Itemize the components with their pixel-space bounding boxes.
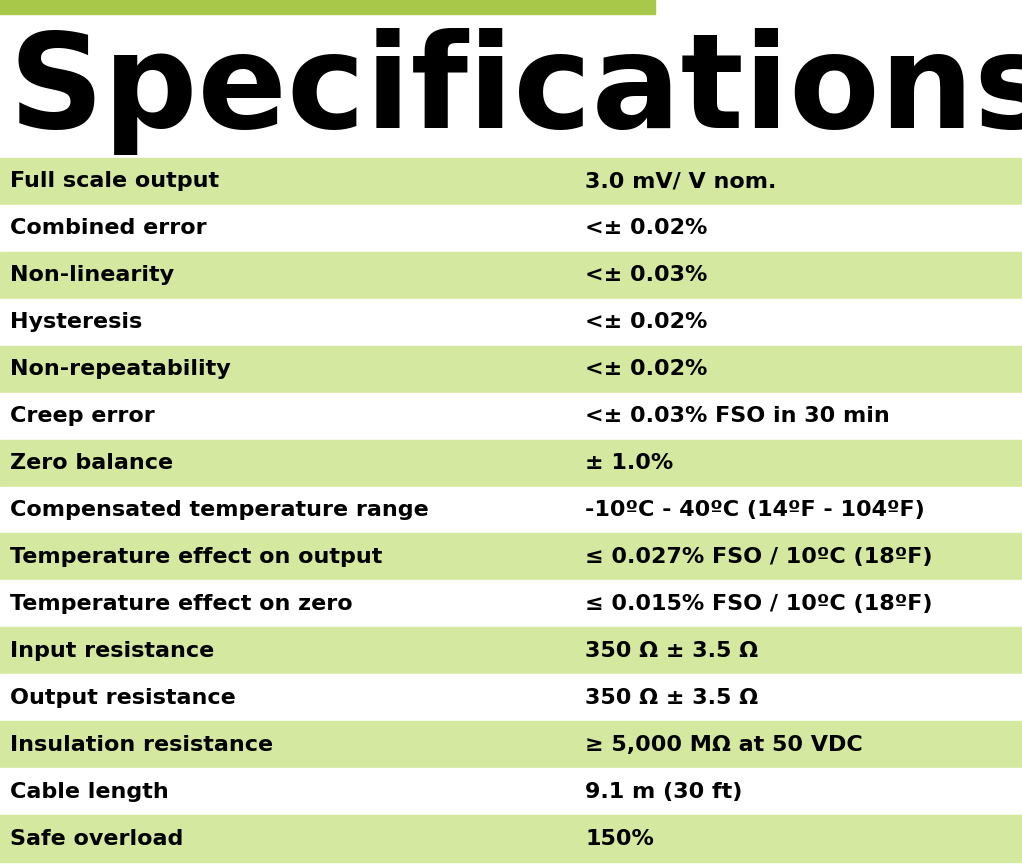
Text: Combined error: Combined error [10, 218, 206, 238]
Bar [0, 346, 1022, 392]
Bar [0, 158, 1022, 205]
Bar [0, 533, 1022, 580]
Text: ≤ 0.015% FSO / 10ºC (18ºF): ≤ 0.015% FSO / 10ºC (18ºF) [585, 594, 932, 614]
Text: Compensated temperature range: Compensated temperature range [10, 500, 429, 520]
Text: <± 0.02%: <± 0.02% [585, 218, 707, 238]
Text: ≥ 5,000 MΩ at 50 VDC: ≥ 5,000 MΩ at 50 VDC [585, 734, 863, 754]
Text: 350 Ω ± 3.5 Ω: 350 Ω ± 3.5 Ω [585, 688, 758, 708]
Text: Insulation resistance: Insulation resistance [10, 734, 273, 754]
Text: 150%: 150% [585, 829, 654, 849]
Text: Safe overload: Safe overload [10, 829, 183, 849]
Text: <± 0.03%: <± 0.03% [585, 265, 707, 285]
Text: Output resistance: Output resistance [10, 688, 236, 708]
Text: Non-linearity: Non-linearity [10, 265, 174, 285]
Bar [0, 675, 1022, 721]
Text: Cable length: Cable length [10, 782, 169, 802]
Bar [0, 487, 1022, 533]
Bar [0, 205, 1022, 252]
Text: 3.0 mV/ V nom.: 3.0 mV/ V nom. [585, 171, 777, 191]
Bar [0, 0, 655, 14]
Bar [0, 392, 1022, 440]
Text: <± 0.03% FSO in 30 min: <± 0.03% FSO in 30 min [585, 406, 890, 426]
Text: 9.1 m (30 ft): 9.1 m (30 ft) [585, 782, 742, 802]
Text: Hysteresis: Hysteresis [10, 313, 142, 333]
Text: ± 1.0%: ± 1.0% [585, 453, 673, 473]
Bar [0, 252, 1022, 299]
Text: Specifications:: Specifications: [8, 29, 1022, 155]
Text: 350 Ω ± 3.5 Ω: 350 Ω ± 3.5 Ω [585, 641, 758, 661]
Bar [0, 815, 1022, 862]
Text: <± 0.02%: <± 0.02% [585, 313, 707, 333]
Bar [0, 768, 1022, 815]
Bar [0, 627, 1022, 675]
Text: <± 0.02%: <± 0.02% [585, 359, 707, 379]
Text: Temperature effect on zero: Temperature effect on zero [10, 594, 353, 614]
Text: Zero balance: Zero balance [10, 453, 173, 473]
Text: Full scale output: Full scale output [10, 171, 219, 191]
Text: ≤ 0.027% FSO / 10ºC (18ºF): ≤ 0.027% FSO / 10ºC (18ºF) [585, 547, 932, 567]
Text: Temperature effect on output: Temperature effect on output [10, 547, 382, 567]
Bar [0, 299, 1022, 346]
Bar [0, 580, 1022, 627]
Text: -10ºC - 40ºC (14ºF - 104ºF): -10ºC - 40ºC (14ºF - 104ºF) [585, 500, 925, 520]
Text: Input resistance: Input resistance [10, 641, 215, 661]
Text: Non-repeatability: Non-repeatability [10, 359, 231, 379]
Text: Creep error: Creep error [10, 406, 154, 426]
Bar [0, 721, 1022, 768]
Bar [0, 440, 1022, 487]
